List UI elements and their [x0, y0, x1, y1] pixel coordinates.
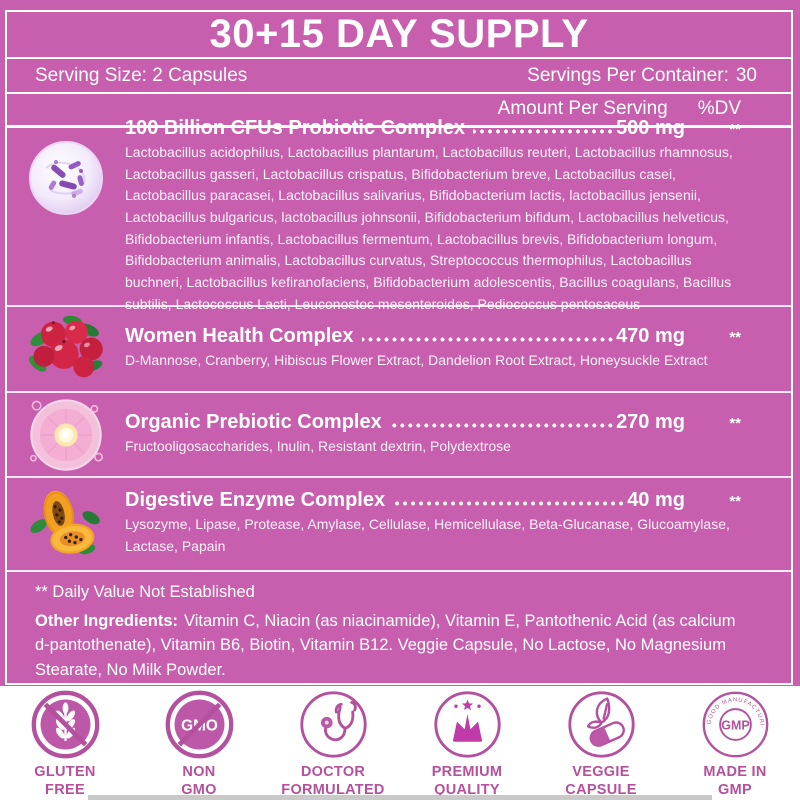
cranberries-icon	[28, 315, 103, 377]
section-organic-prebiotic-complex: Organic Prebiotic Complex 270 mg ** Fruc…	[7, 390, 791, 476]
leader-dots	[389, 422, 615, 428]
other-ingredients-text: Vitamin C, Niacin (as niacinamide), Vita…	[35, 611, 736, 680]
supplement-facts-panel: 30+15 DAY SUPPLY Serving Size: 2 Capsule…	[5, 10, 793, 685]
section-amount: 500 mg	[616, 116, 685, 139]
section-ingredient-list: Lactobacillus acidophilus, Lactobacillus…	[125, 143, 733, 312]
section-name: 100 Billion CFUs Probiotic Complex	[125, 116, 466, 139]
other-ingredients: Other Ingredients: Vitamin C, Niacin (as …	[35, 609, 741, 683]
women-content: Women Health Complex 470 mg ** D-Mannose…	[125, 307, 791, 391]
stethoscope-icon	[299, 691, 367, 758]
daily-value-footnote: ** Daily Value Not Established	[35, 582, 255, 601]
digestive-heading-row: Digestive Enzyme Complex 40 mg **	[125, 489, 745, 512]
probiotic-content: 100 Billion CFUs Probiotic Complex 500 m…	[125, 117, 791, 312]
badge-veggie-capsule: VEGGIE CAPSULE	[558, 688, 644, 799]
badge-gluten-free: GLUTEN FREE	[22, 688, 108, 799]
section-name: Organic Prebiotic Complex	[125, 410, 382, 433]
leader-dots	[393, 501, 626, 507]
badge-label-line1: GLUTEN	[34, 764, 96, 780]
badge-label: VEGGIE CAPSULE	[565, 764, 636, 799]
prebiotic-icon-column	[7, 393, 125, 476]
badge-label-line2: QUALITY	[434, 781, 500, 798]
supply-title-row: 30+15 DAY SUPPLY	[7, 12, 791, 57]
women-icon-column	[7, 307, 125, 391]
badge-label-line1: DOCTOR	[300, 764, 366, 780]
serving-size-label: Serving Size: 2 Capsules	[35, 64, 248, 86]
badge-label: DOCTOR FORMULATED	[281, 764, 384, 799]
probiotic-heading-row: 100 Billion CFUs Probiotic Complex 500 m…	[125, 117, 745, 140]
badge-non-gmo: GMO NON GMO	[156, 688, 242, 799]
section-dv-marker: **	[729, 414, 741, 432]
probiotic-icon-column	[7, 128, 125, 305]
serving-info-row: Serving Size: 2 Capsules Servings Per Co…	[7, 57, 791, 92]
section-probiotic-complex: 100 Billion CFUs Probiotic Complex 500 m…	[7, 117, 791, 312]
servings-per-container: Servings Per Container: 30	[527, 65, 757, 87]
badge-label: PREMIUM QUALITY	[432, 764, 503, 799]
badge-label-line2: CAPSULE	[565, 781, 637, 798]
label-footer: ** Daily Value Not Established Other Ing…	[7, 569, 791, 683]
gmp-seal-icon: GMP GOOD MANUFACTURING PRACTICE	[699, 688, 768, 758]
badge-label-line2: FREE	[45, 781, 85, 798]
women-heading-row: Women Health Complex 470 mg **	[125, 325, 745, 348]
photo-edge-strip	[88, 795, 712, 800]
prebiotic-content: Organic Prebiotic Complex 270 mg ** Fruc…	[125, 393, 791, 476]
section-amount: 270 mg	[616, 410, 685, 433]
section-dv-marker: **	[729, 493, 741, 511]
servings-per-container-value: 30	[735, 64, 757, 86]
amount-per-serving-header: Amount Per Serving	[497, 98, 668, 120]
badge-doctor-formulated: DOCTOR FORMULATED	[281, 688, 384, 799]
section-dv-marker: **	[729, 120, 741, 138]
papaya-icon	[30, 490, 100, 554]
dv-header: %DV	[697, 98, 741, 120]
section-name: Digestive Enzyme Complex	[125, 489, 386, 512]
premium-crown-icon	[433, 691, 501, 758]
badge-label: GLUTEN FREE	[34, 764, 95, 799]
badge-premium-quality: PREMIUM QUALITY	[424, 688, 510, 799]
section-women-health-complex: Women Health Complex 470 mg ** D-Mannose…	[7, 304, 791, 391]
prebiotic-cell-icon	[30, 399, 104, 471]
section-digestive-enzyme-complex: Digestive Enzyme Complex 40 mg ** Lysozy…	[7, 475, 791, 570]
badge-label-line1: PREMIUM	[431, 764, 503, 780]
badge-label-line2: GMO	[181, 781, 217, 798]
supply-title: 30+15 DAY SUPPLY	[209, 12, 589, 56]
section-ingredient-list: Fructooligosaccharides, Inulin, Resistan…	[125, 437, 511, 454]
badge-label: NON GMO	[181, 764, 217, 799]
badge-label-line1: MADE IN	[703, 764, 767, 780]
prebiotic-heading-row: Organic Prebiotic Complex 270 mg **	[125, 411, 745, 434]
section-dv-marker: **	[729, 329, 741, 347]
badge-label-line2: GMP	[718, 781, 752, 798]
badge-label-line1: NON	[182, 764, 216, 780]
label-background: 30+15 DAY SUPPLY Serving Size: 2 Capsule…	[0, 0, 800, 686]
probiotic-petri-dish-icon	[29, 140, 103, 215]
gluten-free-icon	[31, 690, 99, 759]
leader-dots	[361, 337, 615, 343]
servings-per-container-label: Servings Per Container:	[527, 64, 729, 86]
section-ingredient-list: D-Mannose, Cranberry, Hibiscus Flower Ex…	[125, 352, 708, 369]
leader-dots	[473, 128, 615, 134]
badge-label-line1: VEGGIE	[572, 764, 630, 780]
section-amount: 470 mg	[616, 325, 685, 348]
badge-label: MADE IN GMP	[703, 764, 766, 799]
section-ingredient-list: Lysozyme, Lipase, Protease, Amylase, Cel…	[125, 516, 730, 555]
amount-header-row: Amount Per Serving %DV	[7, 92, 791, 124]
gmp-seal-center-text: GMP	[721, 718, 749, 732]
veggie-capsule-icon	[567, 691, 635, 758]
badge-made-in-gmp: GMP GOOD MANUFACTURING PRACTICE MADE IN …	[692, 688, 778, 799]
non-gmo-icon: GMO	[165, 690, 233, 759]
section-amount: 40 mg	[627, 489, 685, 512]
section-name: Women Health Complex	[125, 325, 354, 348]
certification-badges-row: GLUTEN FREE GMO NON GMO	[0, 688, 800, 799]
digestive-content: Digestive Enzyme Complex 40 mg ** Lysozy…	[125, 478, 791, 570]
badge-label-line2: FORMULATED	[281, 781, 385, 798]
other-ingredients-label: Other Ingredients:	[35, 611, 179, 630]
digestive-icon-column	[7, 478, 125, 570]
